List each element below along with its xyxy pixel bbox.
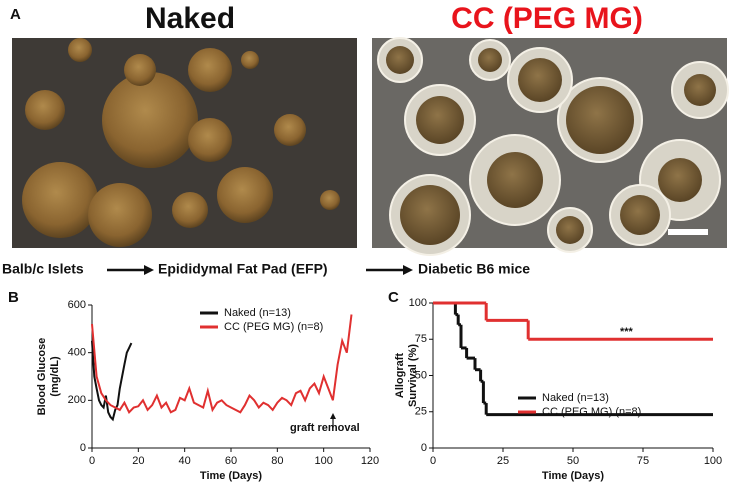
x-tick-label: 0 [430, 455, 436, 467]
photo-naked [12, 38, 357, 248]
x-tick-label: 100 [314, 455, 332, 467]
flow-arrow [107, 265, 413, 275]
x-tick-label: 25 [497, 455, 509, 467]
x-tick-label: 120 [361, 455, 379, 467]
y-tick-label: 600 [68, 299, 86, 311]
y-tick-label: 0 [421, 442, 427, 454]
x-tick-label: 75 [637, 455, 649, 467]
photo-title: CC (PEG MG) [451, 2, 643, 35]
flow-step: Diabetic B6 mice [418, 261, 530, 277]
panel-label: B [8, 289, 19, 306]
y-axis-label: Survival (%) [407, 344, 419, 407]
graft-removal-arrow [330, 413, 336, 428]
panel-label: C [388, 289, 399, 306]
annotation: *** [620, 326, 634, 338]
photo-coated [372, 37, 729, 256]
x-tick-label: 100 [704, 455, 722, 467]
y-axis-label: Blood Glucose [36, 338, 48, 416]
legend-label: Naked (n=13) [542, 392, 609, 404]
y-tick-label: 400 [68, 347, 86, 359]
y-axis-label: Allograft [394, 353, 406, 399]
x-tick-label: 0 [89, 455, 95, 467]
annotation: graft removal [290, 422, 360, 434]
x-tick-label: 50 [567, 455, 579, 467]
legend-label: CC (PEG MG) (n=8) [542, 406, 641, 418]
y-tick-label: 0 [80, 442, 86, 454]
x-tick-label: 80 [271, 455, 283, 467]
y-tick-label: 100 [409, 297, 427, 309]
x-axis-label: Time (Days) [542, 470, 604, 482]
y-tick-label: 200 [68, 394, 86, 406]
y-tick-label: 50 [415, 369, 427, 381]
data-line [91, 314, 353, 415]
flow-step: Balb/c Islets [2, 261, 84, 277]
legend-label: Naked (n=13) [224, 307, 291, 319]
panel-label: A [10, 6, 21, 23]
flow-step: Epididymal Fat Pad (EFP) [158, 261, 328, 277]
photo-title: Naked [145, 2, 235, 35]
x-tick-label: 20 [132, 455, 144, 467]
y-tick-label: 75 [415, 333, 427, 345]
y-axis-label: (mg/dL) [49, 356, 61, 397]
legend-label: CC (PEG MG) (n=8) [224, 321, 323, 333]
y-tick-label: 25 [415, 406, 427, 418]
data-line [91, 340, 133, 422]
x-tick-label: 40 [179, 455, 191, 467]
x-axis-label: Time (Days) [200, 470, 262, 482]
x-tick-label: 60 [225, 455, 237, 467]
